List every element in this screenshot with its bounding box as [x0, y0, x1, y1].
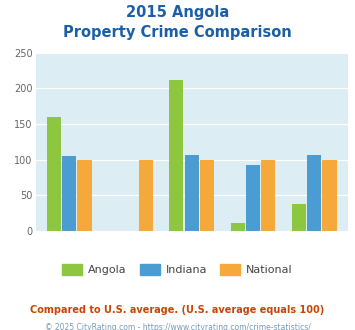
Bar — [231, 223, 245, 231]
Bar — [307, 155, 321, 231]
Bar — [47, 117, 61, 231]
Text: © 2025 CityRating.com - https://www.cityrating.com/crime-statistics/: © 2025 CityRating.com - https://www.city… — [45, 323, 310, 330]
Bar — [169, 80, 184, 231]
Legend: Angola, Indiana, National: Angola, Indiana, National — [58, 260, 297, 280]
Bar — [292, 204, 306, 231]
Bar — [185, 155, 199, 231]
Bar — [139, 160, 153, 231]
Bar — [62, 156, 76, 231]
Bar — [77, 160, 92, 231]
Text: 2015 Angola: 2015 Angola — [126, 5, 229, 20]
Text: Compared to U.S. average. (U.S. average equals 100): Compared to U.S. average. (U.S. average … — [31, 305, 324, 315]
Bar — [246, 165, 260, 231]
Bar — [261, 160, 275, 231]
Bar — [200, 160, 214, 231]
Bar — [322, 160, 337, 231]
Text: Property Crime Comparison: Property Crime Comparison — [63, 25, 292, 40]
